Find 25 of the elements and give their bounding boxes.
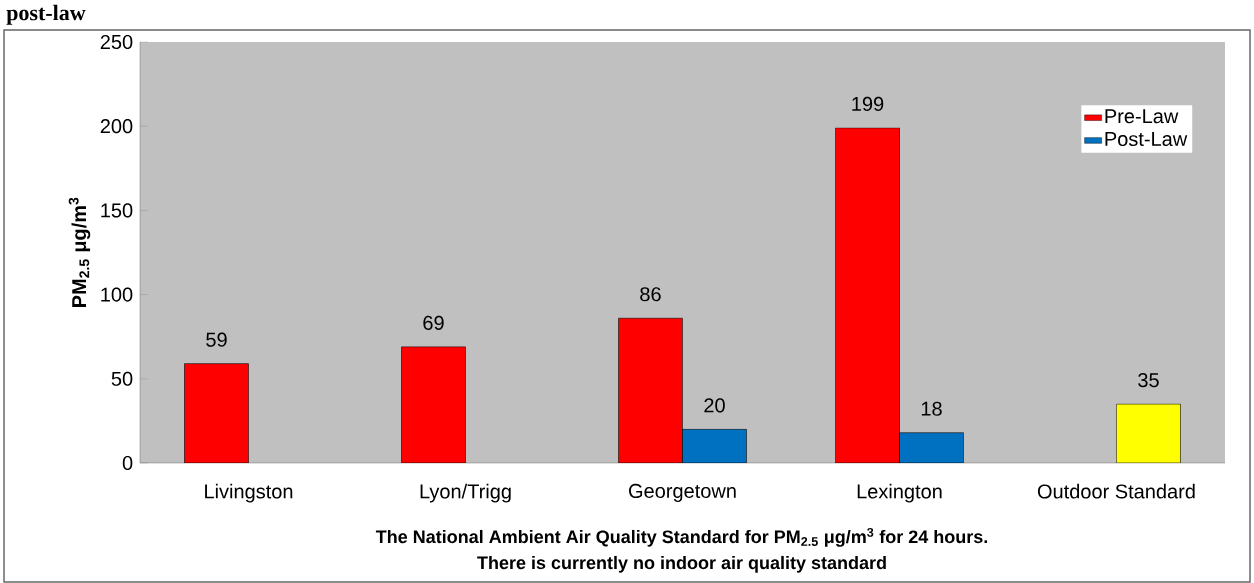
- data-label: 20: [704, 398, 725, 413]
- y-tick-label: 250: [100, 34, 133, 50]
- y-tick-label: 0: [122, 455, 133, 471]
- x-tick-label: Georgetown: [629, 483, 736, 502]
- y-axis-title: PM$_{2.5}$ μg/m$^{3}$: [68, 197, 91, 307]
- data-label: 86: [640, 287, 661, 302]
- data-label: 35: [1138, 373, 1159, 388]
- x-tick-label: Outdoor Standard: [1037, 483, 1195, 499]
- chart-title: post-law: [6, 4, 86, 25]
- x-tick-label: Livingston: [205, 483, 293, 503]
- y-tick-label: 150: [101, 203, 133, 218]
- legend-label: Pre-Law: [1105, 109, 1179, 124]
- x-tick-label: Lexington: [857, 483, 942, 503]
- y-tick-label: 200: [100, 119, 133, 134]
- data-label: 18: [921, 401, 942, 416]
- y-tick-label: 100: [101, 287, 133, 302]
- y-tick-label: 50: [111, 371, 133, 386]
- bar: [1116, 403, 1181, 463]
- data-label: 59: [206, 332, 227, 347]
- text: There is currently no indoor air quality standard: [477, 555, 886, 573]
- x-axis-title: The National Ambient Air Quality Standard for PM$_{2.5}$ μg/m$^{3}$ for 24 hours.: [375, 527, 988, 547]
- data-label: 69: [423, 315, 444, 330]
- legend-label: Post-Law: [1105, 132, 1188, 147]
- x-tick-label: Lyon/Trigg: [420, 483, 511, 503]
- data-label: 199: [852, 96, 884, 111]
